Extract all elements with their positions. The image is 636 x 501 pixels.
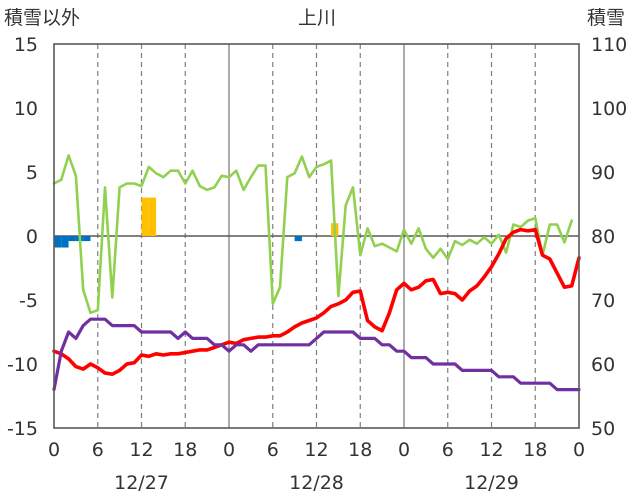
x-tick-label: 12 xyxy=(129,439,153,461)
date-labels: 12/27 12/28 12/29 xyxy=(114,472,519,494)
x-axis-ticks: 0 6 12 18 0 6 12 18 0 6 12 18 0 xyxy=(48,439,585,461)
right-axis-title: 積雪 xyxy=(587,7,625,29)
series-line xyxy=(52,227,581,376)
x-tick-label: 0 xyxy=(398,439,410,461)
right-tick-label: 80 xyxy=(591,226,615,248)
x-tick-label: 0 xyxy=(223,439,235,461)
bar xyxy=(141,197,149,236)
left-tick-label: 5 xyxy=(26,162,38,184)
left-axis-ticks: 15 10 5 0 -5 -10 -15 xyxy=(7,34,38,440)
left-axis-title: 積雪以外 xyxy=(4,7,80,29)
bar xyxy=(54,236,62,248)
left-tick-label: -15 xyxy=(7,418,38,440)
series-line xyxy=(52,154,573,315)
x-tick-label: 12 xyxy=(479,439,503,461)
series-line xyxy=(52,317,581,392)
right-tick-label: 90 xyxy=(591,162,615,184)
x-tick-label: 18 xyxy=(173,439,197,461)
plot-frame xyxy=(53,43,580,429)
right-tick-label: 50 xyxy=(591,418,615,440)
bar xyxy=(294,236,302,242)
bar xyxy=(148,197,157,236)
right-tick-label: 70 xyxy=(591,290,615,312)
x-tick-label: 12 xyxy=(304,439,328,461)
bar xyxy=(68,236,76,242)
x-tick-label: 18 xyxy=(348,439,372,461)
plot-border xyxy=(53,43,580,429)
bar xyxy=(83,236,91,242)
left-tick-label: 10 xyxy=(14,98,38,120)
x-tick-label: 6 xyxy=(267,439,279,461)
date-label: 12/29 xyxy=(464,472,519,494)
x-tick-label: 6 xyxy=(92,439,104,461)
left-tick-label: 15 xyxy=(14,34,38,56)
right-tick-label: 110 xyxy=(591,34,627,56)
bar xyxy=(61,236,69,248)
left-tick-label: -5 xyxy=(19,290,38,312)
x-tick-label: 0 xyxy=(48,439,60,461)
date-label: 12/27 xyxy=(114,472,169,494)
bar-series xyxy=(54,197,339,248)
x-tick-label: 18 xyxy=(523,439,547,461)
left-tick-label: -10 xyxy=(7,354,38,376)
line-series xyxy=(52,154,581,392)
right-axis-ticks: 110 100 90 80 70 60 50 xyxy=(591,34,627,440)
left-tick-label: 0 xyxy=(26,226,38,248)
right-tick-label: 100 xyxy=(591,98,627,120)
right-tick-label: 60 xyxy=(591,354,615,376)
chart-title: 上川 xyxy=(298,7,336,29)
x-tick-label: 0 xyxy=(573,439,585,461)
date-label: 12/28 xyxy=(289,472,344,494)
x-tick-label: 6 xyxy=(442,439,454,461)
